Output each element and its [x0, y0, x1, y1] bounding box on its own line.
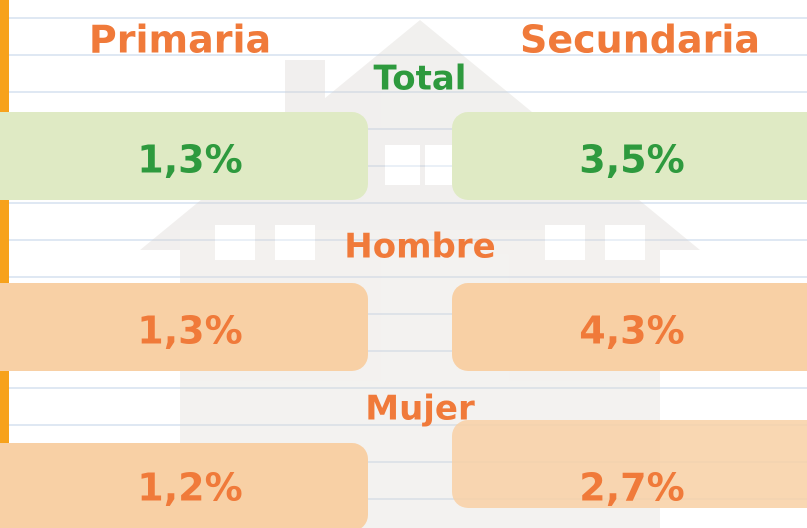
- value-box: [0, 283, 368, 371]
- content: Primaria Secundaria Total 1,3% 3,5% Hombre 1,3…: [0, 18, 807, 528]
- value-text: 4,3%: [579, 309, 684, 353]
- value-box: [0, 112, 368, 200]
- value-text: 1,2%: [137, 466, 242, 510]
- value-box: [0, 443, 368, 528]
- value-box: [452, 112, 807, 200]
- row-label: Hombre: [344, 227, 495, 267]
- value-box: [452, 420, 807, 508]
- value-text: 3,5%: [579, 138, 684, 182]
- column-header: Primaria: [89, 18, 271, 62]
- value-text: 1,3%: [137, 138, 242, 182]
- row-label: Mujer: [365, 389, 475, 429]
- column-header: Secundaria: [520, 18, 760, 62]
- value-box: [452, 283, 807, 371]
- value-text: 2,7%: [579, 466, 684, 510]
- side-stripe: [0, 0, 9, 528]
- row-label: Total: [374, 59, 467, 99]
- value-text: 1,3%: [137, 309, 242, 353]
